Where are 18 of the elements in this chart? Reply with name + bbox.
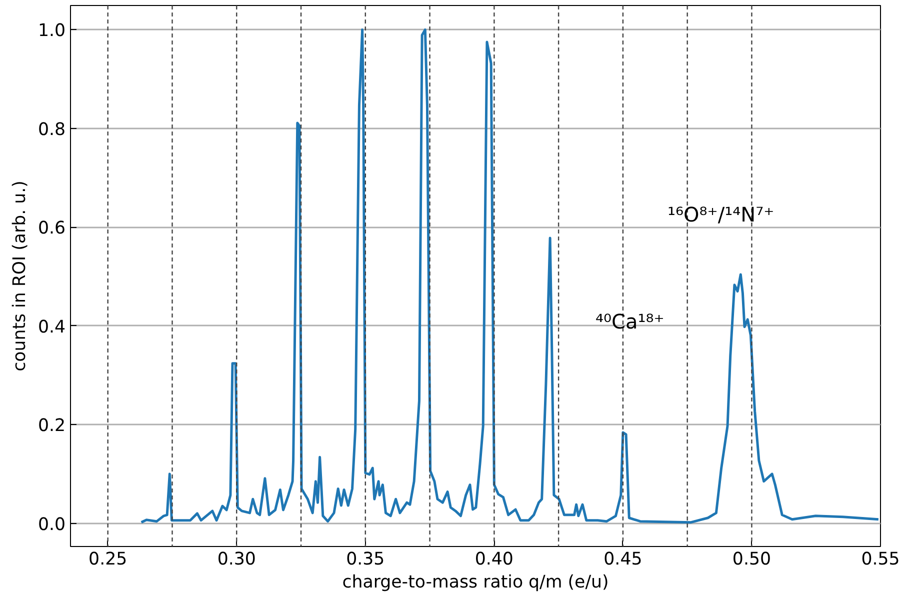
y-tick-label: 0.8 [38, 120, 66, 140]
y-tick-label: 0.0 [38, 514, 66, 535]
annotation: ¹⁶O⁸⁺/¹⁴N⁷⁺ [668, 202, 774, 226]
x-tick-label: 0.35 [346, 550, 385, 570]
y-tick-label: 0.6 [38, 218, 66, 239]
y-axis-title: counts in ROI (arb. u.) [10, 180, 30, 372]
y-tick-label: 0.4 [38, 317, 66, 338]
x-tick-label: 0.40 [474, 550, 514, 570]
y-tick-label: 0.2 [38, 416, 66, 436]
y-tick-label: 1.0 [38, 21, 66, 42]
x-tick-label: 0.30 [217, 550, 256, 570]
x-tick-label: 0.25 [88, 550, 128, 570]
x-tick-label: 0.50 [732, 550, 772, 570]
x-tick-label: 0.45 [604, 550, 642, 570]
x-tick-label: 0.55 [861, 550, 900, 570]
x-axis-title: charge-to-mass ratio q/m (e/u) [342, 572, 609, 592]
annotation: ⁴⁰Ca¹⁸⁺ [596, 310, 664, 334]
line-series [140, 28, 880, 524]
